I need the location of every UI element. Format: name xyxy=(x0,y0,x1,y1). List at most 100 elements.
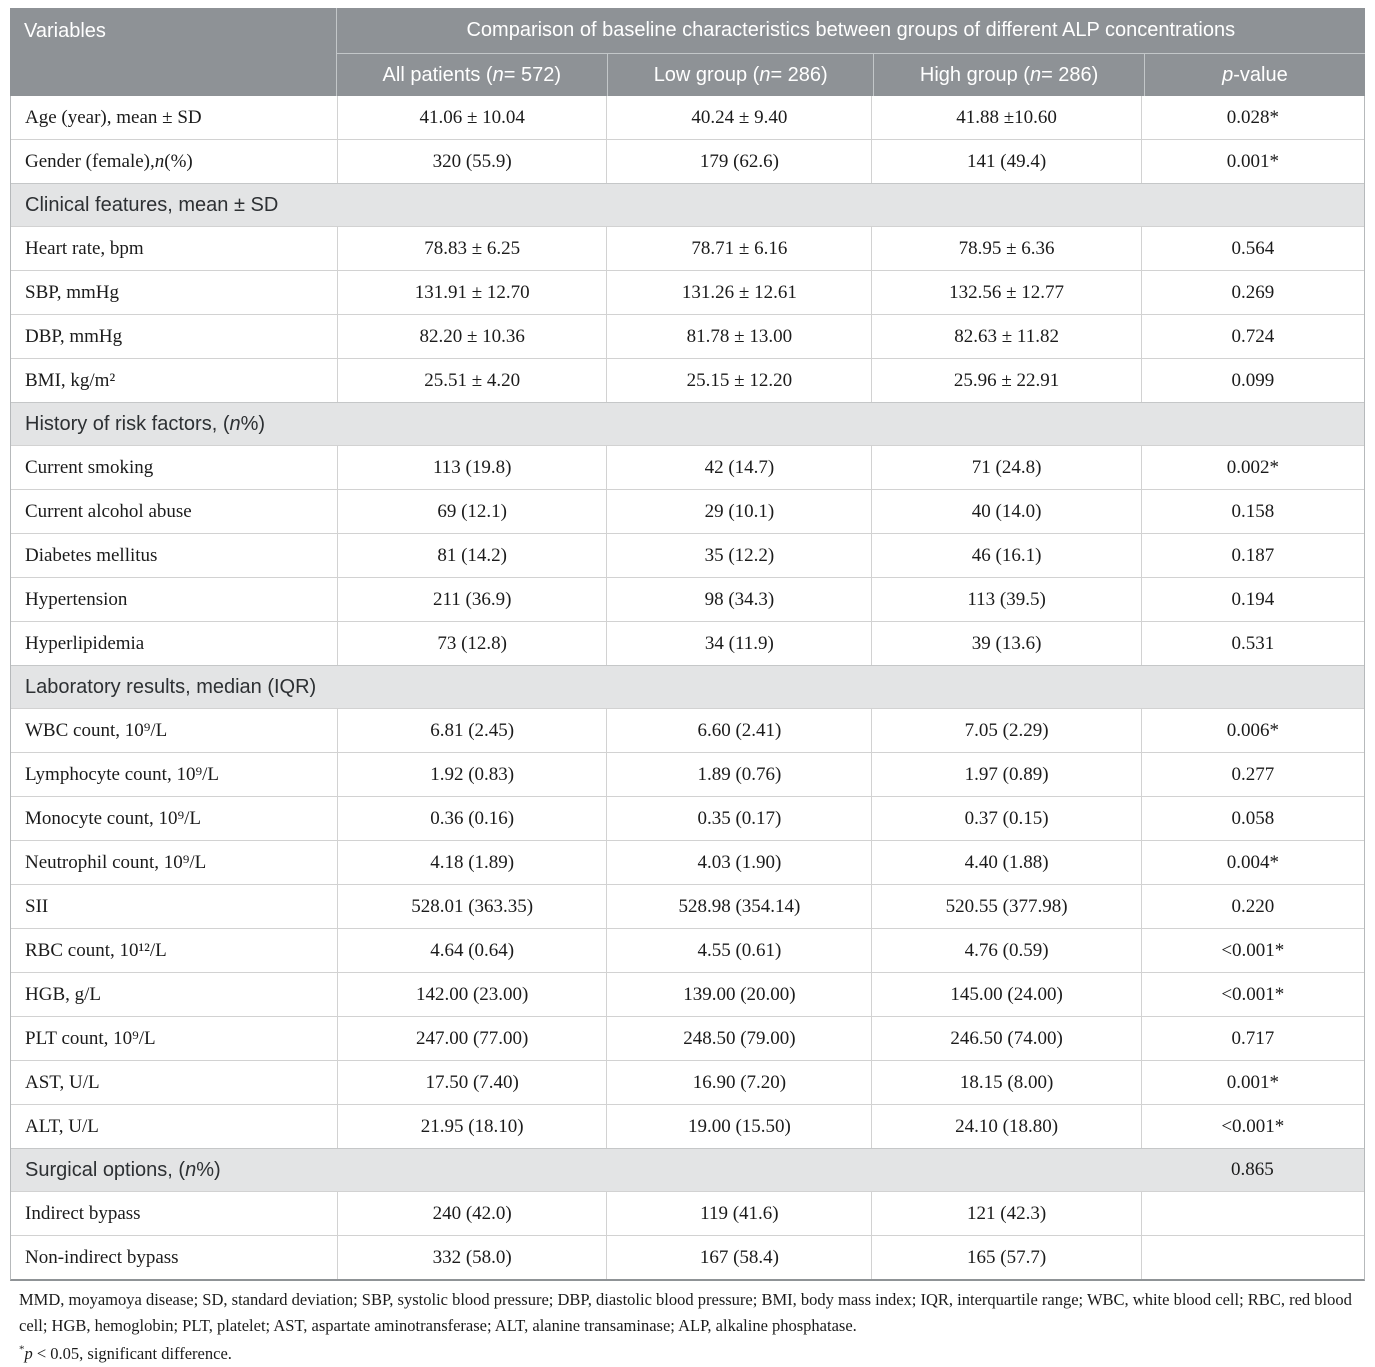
row-label: Lymphocyte count, 10⁹/L xyxy=(11,753,337,796)
cell-low-group: 16.90 (7.20) xyxy=(606,1061,871,1104)
abbreviations-note: MMD, moyamoya disease; SD, standard devi… xyxy=(19,1290,1352,1335)
row-label: BMI, kg/m² xyxy=(11,359,337,402)
row-label-text: Neutrophil count, 10⁹/L xyxy=(25,851,207,873)
row-label: Gender (female), n (%) xyxy=(11,140,337,183)
cell-high-group: 0.37 (0.15) xyxy=(871,797,1140,840)
row-label: Hypertension xyxy=(11,578,337,621)
cell-p-value: 0.269 xyxy=(1140,271,1364,314)
cell-p-value: 0.194 xyxy=(1140,578,1364,621)
cell-low-group: 167 (58.4) xyxy=(606,1236,871,1279)
cell-low-group: 139.00 (20.00) xyxy=(606,973,871,1016)
cell-all-patients: 82.20 ± 10.36 xyxy=(337,315,606,358)
row-label-text: Diabetes mellitus xyxy=(25,544,158,566)
cell-high-group: 113 (39.5) xyxy=(871,578,1140,621)
cell-all-patients: 332 (58.0) xyxy=(337,1236,606,1279)
row-label-text: DBP, mmHg xyxy=(25,325,123,347)
row-label: Diabetes mellitus xyxy=(11,534,337,577)
cell-all-patients: 131.91 ± 12.70 xyxy=(337,271,606,314)
table-row: RBC count, 10¹²/L 4.64 (0.64) 4.55 (0.61… xyxy=(11,928,1364,972)
table-row: Gender (female), n (%) 320 (55.9) 179 (6… xyxy=(11,139,1364,183)
row-label-text: Heart rate, bpm xyxy=(25,237,144,259)
cell-p-value: 0.004* xyxy=(1140,841,1364,884)
row-label: Hyperlipidemia xyxy=(11,622,337,665)
row-label: ALT, U/L xyxy=(11,1105,337,1148)
cell-p-value: 0.001* xyxy=(1140,140,1364,183)
cell-low-group: 248.50 (79.00) xyxy=(606,1017,871,1060)
row-label: RBC count, 10¹²/L xyxy=(11,929,337,972)
cell-all-patients: 142.00 (23.00) xyxy=(337,973,606,1016)
row-label: SII xyxy=(11,885,337,928)
cell-all-patients: 69 (12.1) xyxy=(337,490,606,533)
cell-p-value: 0.006* xyxy=(1140,709,1364,752)
cell-all-patients: 41.06 ± 10.04 xyxy=(337,96,606,139)
cell-high-group: 4.40 (1.88) xyxy=(871,841,1140,884)
section-label-text: Clinical features, mean ± SD xyxy=(25,193,279,216)
cell-all-patients: 113 (19.8) xyxy=(337,446,606,489)
column-header-italic: n xyxy=(1029,63,1042,86)
table-row: AST, U/L 17.50 (7.40) 16.90 (7.20) 18.15… xyxy=(11,1060,1364,1104)
cell-high-group: 82.63 ± 11.82 xyxy=(871,315,1140,358)
cell-low-group: 29 (10.1) xyxy=(606,490,871,533)
table-row: Current alcohol abuse 69 (12.1) 29 (10.1… xyxy=(11,489,1364,533)
cell-high-group: 39 (13.6) xyxy=(871,622,1140,665)
column-header-text: -value xyxy=(1233,63,1288,86)
column-header-low-group: Low group (n = 286) xyxy=(607,54,873,96)
column-header-italic: n xyxy=(759,63,771,86)
table-row: SBP, mmHg 131.91 ± 12.70 131.26 ± 12.61 … xyxy=(11,270,1364,314)
cell-all-patients: 17.50 (7.40) xyxy=(337,1061,606,1104)
cell-p-value: 0.187 xyxy=(1140,534,1364,577)
row-label: Current smoking xyxy=(11,446,337,489)
cell-p-value: 0.531 xyxy=(1140,622,1364,665)
cell-all-patients: 4.18 (1.89) xyxy=(337,841,606,884)
cell-low-group: 6.60 (2.41) xyxy=(606,709,871,752)
cell-high-group: 24.10 (18.80) xyxy=(871,1105,1140,1148)
cell-high-group: 145.00 (24.00) xyxy=(871,973,1140,1016)
cell-high-group: 40 (14.0) xyxy=(871,490,1140,533)
section-label-italic: n xyxy=(229,412,241,435)
row-label-text: BMI, kg/m² xyxy=(25,369,116,391)
cell-low-group: 34 (11.9) xyxy=(606,622,871,665)
table-row: HGB, g/L 142.00 (23.00) 139.00 (20.00) 1… xyxy=(11,972,1364,1016)
section-label-text: History of risk factors, ( xyxy=(25,412,230,435)
table-row: SII 528.01 (363.35) 528.98 (354.14) 520.… xyxy=(11,884,1364,928)
cell-all-patients: 73 (12.8) xyxy=(337,622,606,665)
row-label-text: (%) xyxy=(164,150,193,172)
row-label-text: Gender (female), xyxy=(25,150,155,172)
section-p-value: 0.865 xyxy=(1231,1159,1274,1180)
section-label: Clinical features, mean ± SD xyxy=(11,184,1141,226)
cell-low-group: 40.24 ± 9.40 xyxy=(606,96,871,139)
cell-p-value: 0.058 xyxy=(1140,797,1364,840)
cell-all-patients: 320 (55.9) xyxy=(337,140,606,183)
table-row: Monocyte count, 10⁹/L 0.36 (0.16) 0.35 (… xyxy=(11,796,1364,840)
cell-low-group: 35 (12.2) xyxy=(606,534,871,577)
table-row: Indirect bypass 240 (42.0) 119 (41.6) 12… xyxy=(11,1191,1364,1235)
cell-all-patients: 240 (42.0) xyxy=(337,1192,606,1235)
section-row: Laboratory results, median (IQR) xyxy=(11,665,1364,708)
cell-p-value: 0.158 xyxy=(1140,490,1364,533)
cell-high-group: 121 (42.3) xyxy=(871,1192,1140,1235)
cell-high-group: 71 (24.8) xyxy=(871,446,1140,489)
variables-column-header: Variables xyxy=(10,8,337,96)
table-row: Lymphocyte count, 10⁹/L 1.92 (0.83) 1.89… xyxy=(11,752,1364,796)
table-row: ALT, U/L 21.95 (18.10) 19.00 (15.50) 24.… xyxy=(11,1104,1364,1148)
row-label-italic: n xyxy=(154,150,165,172)
column-header-text: = 286) xyxy=(770,63,828,86)
row-label: Non-indirect bypass xyxy=(11,1236,337,1279)
section-label-text: %) xyxy=(240,412,266,435)
cell-p-value: 0.724 xyxy=(1140,315,1364,358)
cell-high-group: 1.97 (0.89) xyxy=(871,753,1140,796)
table-row: DBP, mmHg 82.20 ± 10.36 81.78 ± 13.00 82… xyxy=(11,314,1364,358)
row-label: Neutrophil count, 10⁹/L xyxy=(11,841,337,884)
section-label: Laboratory results, median (IQR) xyxy=(11,666,1141,708)
row-label-text: AST, U/L xyxy=(25,1071,100,1093)
table-body: Age (year), mean ± SD 41.06 ± 10.04 40.2… xyxy=(10,96,1365,1281)
cell-high-group: 7.05 (2.29) xyxy=(871,709,1140,752)
column-header-p-value: p -value xyxy=(1143,54,1365,96)
p-symbol: p xyxy=(24,1344,33,1363)
cell-p-value: 0.220 xyxy=(1140,885,1364,928)
cell-high-group: 46 (16.1) xyxy=(871,534,1140,577)
cell-all-patients: 247.00 (77.00) xyxy=(337,1017,606,1060)
cell-all-patients: 78.83 ± 6.25 xyxy=(337,227,606,270)
page-root: Variables Comparison of baseline charact… xyxy=(10,8,1365,1363)
table-row: Non-indirect bypass 332 (58.0) 167 (58.4… xyxy=(11,1235,1364,1279)
